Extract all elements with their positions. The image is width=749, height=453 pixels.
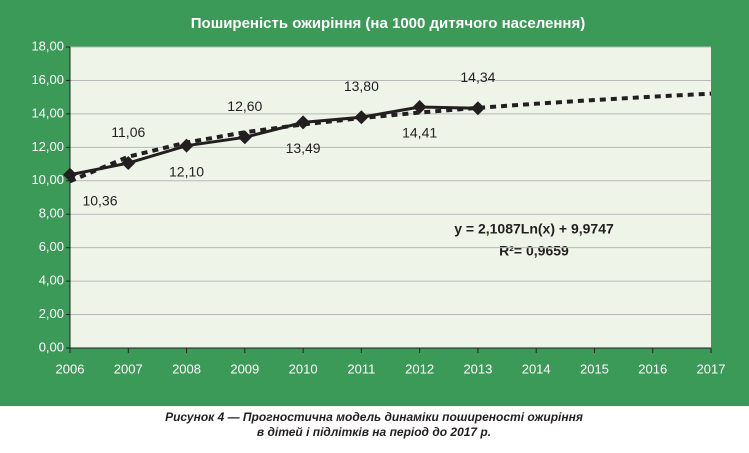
x-tick-label: 2011 <box>347 361 375 376</box>
trend-line <box>69 91 712 184</box>
x-tick-label: 2008 <box>172 361 201 376</box>
x-tick-label: 2012 <box>405 361 434 376</box>
x-tick-label: 2013 <box>463 361 492 376</box>
caption: в дітей і підлітків на період до 2017 р. <box>257 425 491 439</box>
point-marker <box>179 138 194 153</box>
data-line <box>69 105 478 177</box>
y-tick-label: 6,00 <box>39 239 64 254</box>
r-squared: R²= 0,9659 <box>499 243 569 259</box>
data-label: 14,41 <box>402 125 437 141</box>
y-tick-label: 14,00 <box>31 105 64 120</box>
x-tick-label: 2016 <box>638 361 667 376</box>
chart-title: Поширеність ожиріння (на 1000 дитячого н… <box>191 15 586 32</box>
y-tick-label: 2,00 <box>39 306 64 321</box>
caption: Рисунок 4 — Прогностична модель динаміки… <box>165 410 583 424</box>
y-tick-label: 18,00 <box>31 38 64 53</box>
point-marker <box>121 156 136 171</box>
x-tick-label: 2017 <box>697 361 726 376</box>
x-tick-label: 2006 <box>56 361 85 376</box>
x-tick-label: 2010 <box>289 361 318 376</box>
trend-equation: y = 2,1087Ln(x) + 9,9747 <box>454 221 614 237</box>
data-label: 13,80 <box>344 78 379 94</box>
x-tick-label: 2014 <box>522 361 551 376</box>
data-label: 12,60 <box>227 98 262 114</box>
y-tick-label: 8,00 <box>39 206 64 221</box>
y-tick-label: 10,00 <box>31 172 64 187</box>
point-marker <box>296 115 311 130</box>
y-tick-label: 4,00 <box>39 273 64 288</box>
x-tick-label: 2007 <box>114 361 143 376</box>
data-label: 10,36 <box>82 192 117 208</box>
y-tick-label: 0,00 <box>39 339 64 354</box>
point-marker <box>354 110 369 125</box>
point-marker <box>63 167 77 182</box>
x-tick-label: 2015 <box>580 361 609 376</box>
data-label: 13,49 <box>286 140 321 156</box>
data-label: 14,34 <box>460 69 495 85</box>
point-marker <box>237 130 252 145</box>
point-marker <box>470 101 485 116</box>
y-tick-label: 16,00 <box>31 72 64 87</box>
y-tick-label: 12,00 <box>31 139 64 154</box>
point-marker <box>412 100 427 115</box>
plot-area <box>70 47 711 348</box>
x-tick-label: 2009 <box>230 361 259 376</box>
data-label: 12,10 <box>169 163 204 179</box>
data-label: 11,06 <box>111 124 145 140</box>
